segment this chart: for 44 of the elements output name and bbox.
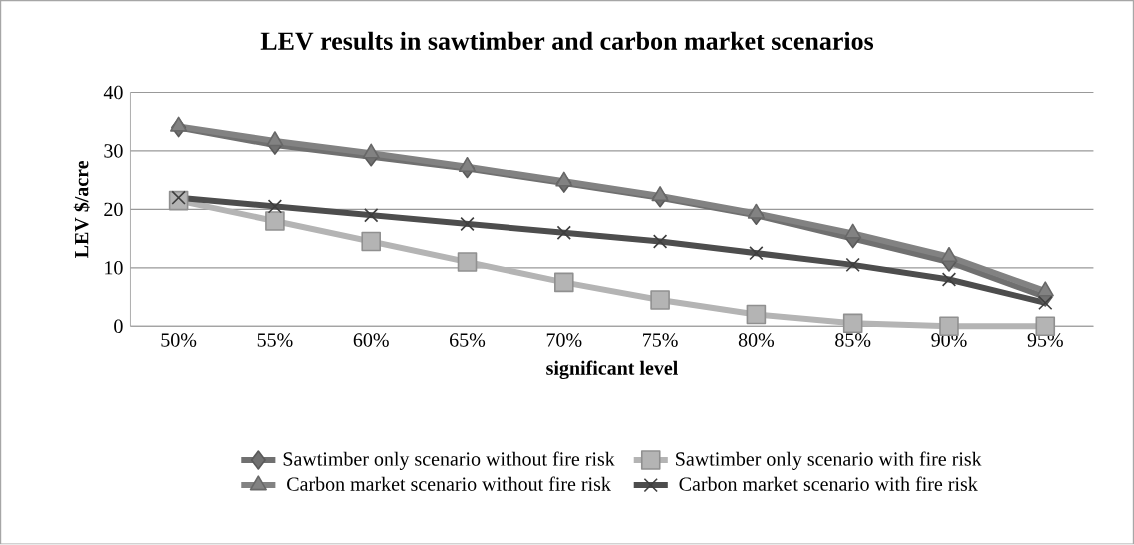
legend-label: Sawtimber only scenario without fire risk <box>283 451 615 471</box>
legend-label: Sawtimber only scenario with fire risk <box>676 451 982 471</box>
point <box>554 272 574 293</box>
y-tick-label: 20 <box>104 202 123 217</box>
point <box>941 272 957 287</box>
chart-title: LEV results in sawtimber and carbon market scenarios <box>260 31 874 51</box>
x-tick-label: 65% <box>450 333 486 348</box>
point <box>361 231 381 252</box>
point <box>1038 295 1053 311</box>
y-tick-label: 40 <box>103 85 123 100</box>
point <box>652 234 668 249</box>
point <box>749 246 764 261</box>
x-tick-label: 55% <box>257 333 293 348</box>
legend-label: Carbon market scenario without fire risk <box>287 476 611 492</box>
point <box>940 247 958 263</box>
point <box>651 186 669 202</box>
x-axis-title: significant level <box>546 360 678 380</box>
y-tick-label: 0 <box>114 319 123 334</box>
y-tick-label: 10 <box>105 261 123 275</box>
point <box>266 131 284 147</box>
point <box>650 290 670 310</box>
point <box>457 252 478 272</box>
point <box>746 304 767 325</box>
point <box>460 217 475 232</box>
x-tick-label: 75% <box>643 333 678 348</box>
point <box>267 199 283 214</box>
y-tick-label: 30 <box>104 144 123 158</box>
point <box>458 157 477 173</box>
x-tick-label: 70% <box>546 333 582 348</box>
x-tick-label: 60% <box>353 333 389 348</box>
point <box>364 208 379 223</box>
point <box>170 116 188 132</box>
point <box>265 211 285 232</box>
x-tick-label: 80% <box>738 333 775 348</box>
point <box>171 190 186 206</box>
legend-label: Carbon market scenario with fire risk <box>679 476 978 492</box>
y-axis-title: LEV $/acre <box>73 161 90 259</box>
point <box>556 225 571 241</box>
point <box>842 313 863 334</box>
point <box>845 257 860 273</box>
point <box>362 143 380 159</box>
x-tick-label: 50% <box>161 333 197 348</box>
x-tick-label: 85% <box>835 333 871 348</box>
point <box>555 171 573 187</box>
